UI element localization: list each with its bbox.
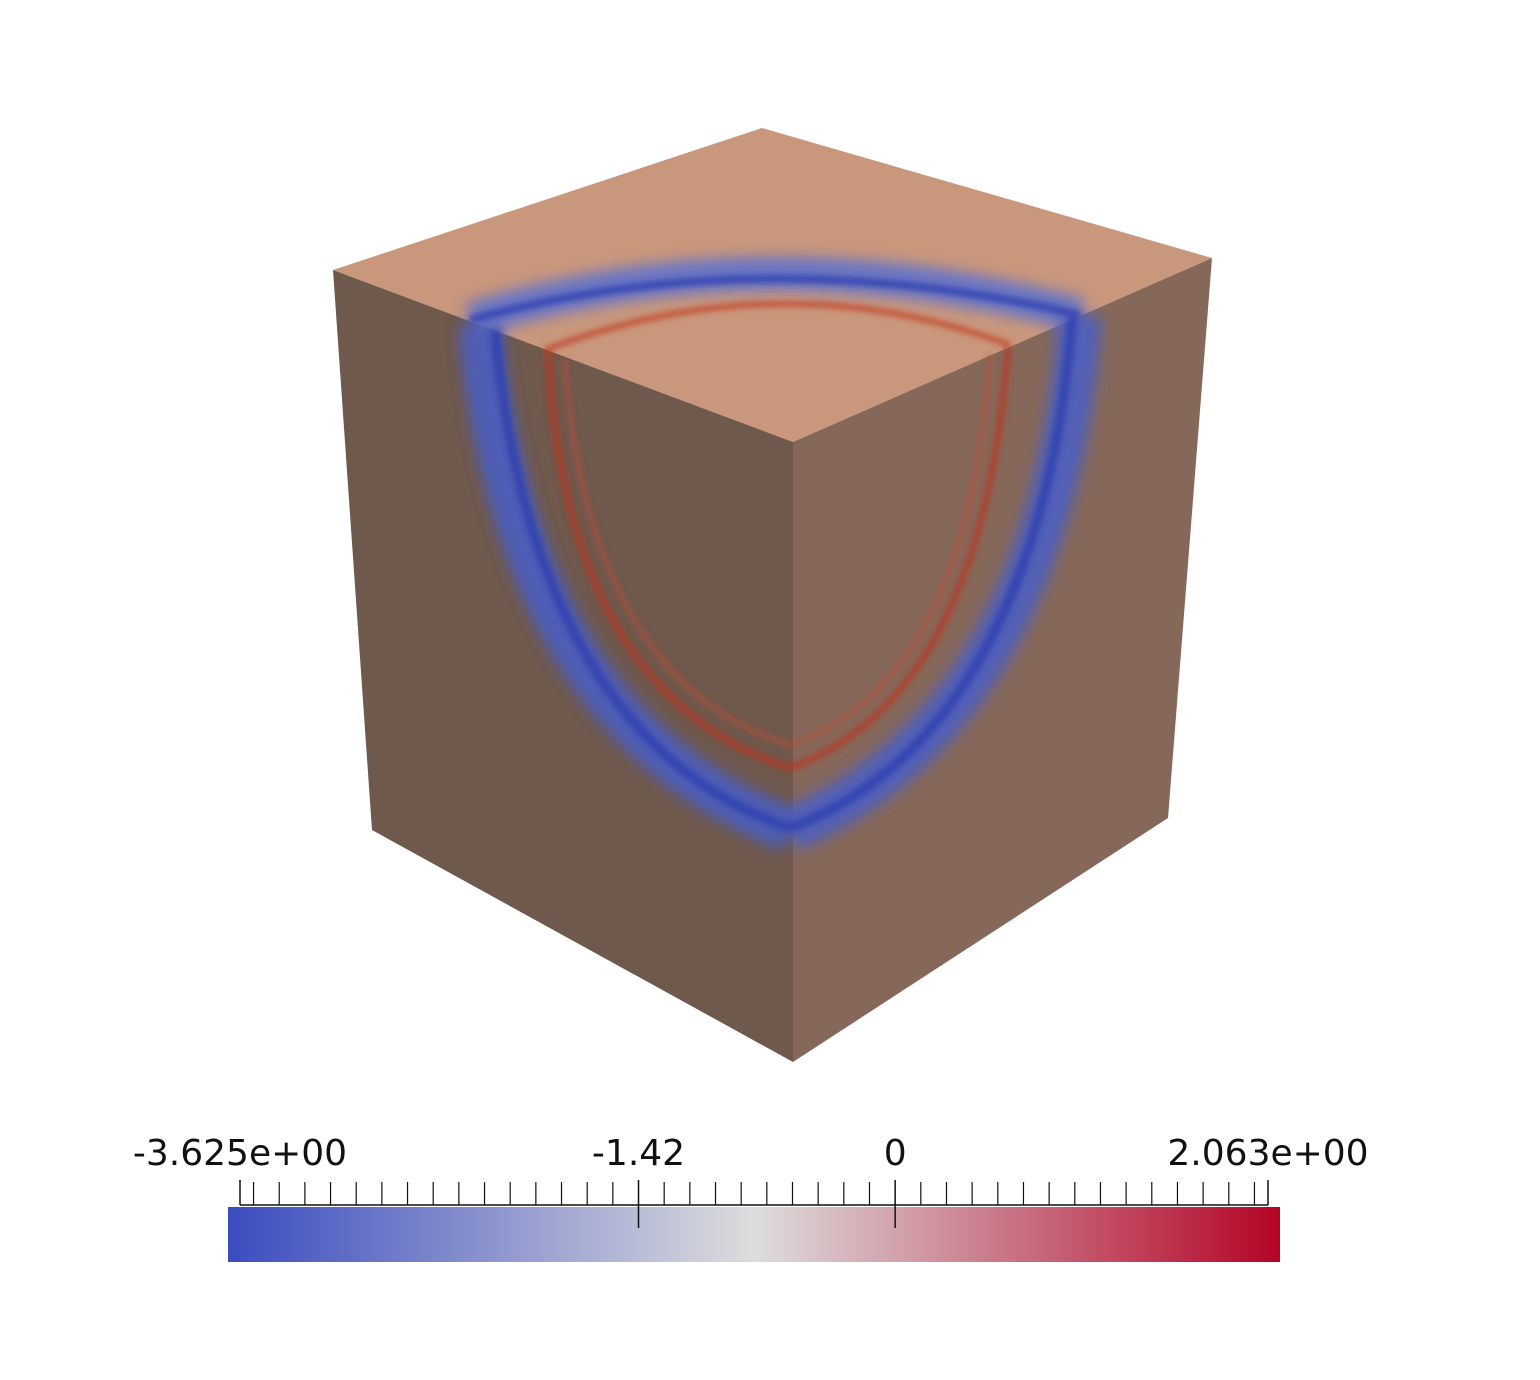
tick-label: -3.625e+00 — [133, 1133, 347, 1174]
color-bar — [228, 1207, 1280, 1262]
cube — [333, 128, 1212, 1062]
tick-label: -1.42 — [592, 1133, 685, 1174]
wave-pattern — [458, 256, 1102, 851]
tick-label: 0 — [884, 1133, 907, 1174]
tick-label: 2.063e+00 — [1167, 1133, 1368, 1174]
color-legend: -3.625e+00 -1.42 0 2.063e+00 — [133, 1133, 1369, 1262]
